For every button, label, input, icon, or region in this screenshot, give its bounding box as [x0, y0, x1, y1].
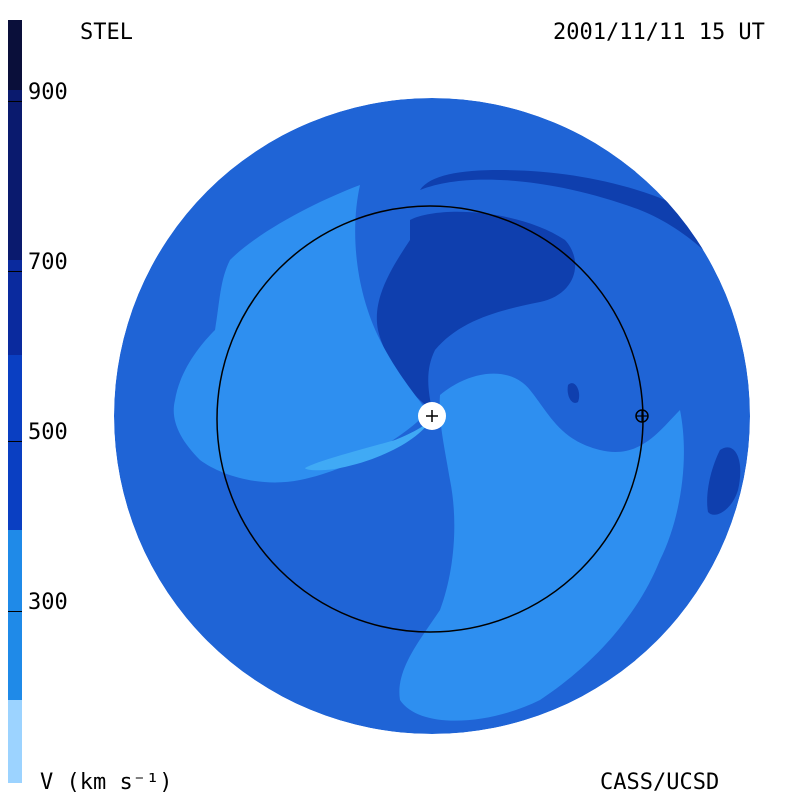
colorbar-tick-900 — [8, 101, 22, 102]
credit-label: CASS/UCSD — [600, 770, 720, 795]
map-region-lighter-streak — [305, 418, 432, 471]
colorbar-tick-500 — [8, 441, 22, 442]
colorbar-label-300: 300 — [28, 590, 68, 615]
colorbar-segment-1 — [8, 20, 22, 90]
header-title: STEL — [80, 20, 133, 45]
colorbar-label-900: 900 — [28, 80, 68, 105]
map-region-light-left — [173, 185, 428, 483]
map-region-light-right — [399, 373, 684, 721]
earth-orbit — [216, 205, 644, 633]
unit-label: V (km s⁻¹) — [40, 770, 173, 795]
colorbar-segment-3 — [8, 260, 22, 355]
colorbar — [8, 20, 22, 783]
colorbar-tick-700 — [8, 271, 22, 272]
map-region-dark-arm — [376, 211, 576, 410]
colorbar-segment-5 — [8, 530, 22, 700]
map-region-dark-right — [707, 447, 741, 515]
colorbar-segment-4 — [8, 355, 22, 530]
map-region-dark-blob — [567, 383, 580, 403]
colorbar-label-700: 700 — [28, 250, 68, 275]
header-date: 2001/11/11 15 UT — [553, 20, 765, 45]
colorbar-tick-300 — [8, 611, 22, 612]
colorbar-segment-2 — [8, 90, 22, 260]
colorbar-label-500: 500 — [28, 420, 68, 445]
colorbar-segment-6 — [8, 700, 22, 783]
